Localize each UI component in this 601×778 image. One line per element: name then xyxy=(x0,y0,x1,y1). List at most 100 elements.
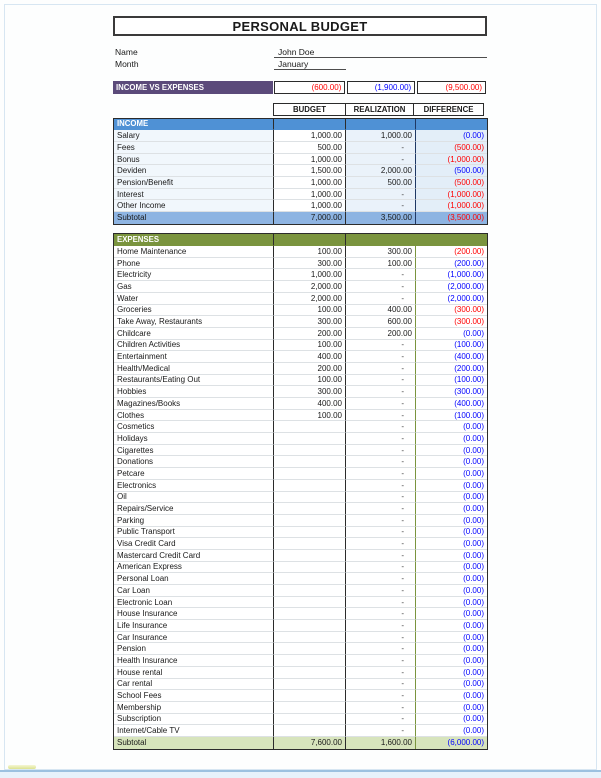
cell-realization[interactable]: - xyxy=(346,561,416,574)
cell-budget[interactable]: 1,000.00 xyxy=(274,269,346,282)
cell-realization[interactable]: - xyxy=(346,514,416,527)
cell-difference[interactable]: (0.00) xyxy=(416,130,487,142)
cell-budget[interactable] xyxy=(274,549,346,562)
cell-budget[interactable] xyxy=(274,526,346,539)
cell-realization[interactable]: - xyxy=(346,433,416,445)
cell-difference[interactable]: (0.00) xyxy=(416,421,487,434)
cell-realization[interactable]: - xyxy=(346,362,416,375)
cell-budget[interactable]: 2,000.00 xyxy=(274,281,346,293)
cell-difference[interactable]: (0.00) xyxy=(416,573,487,586)
subtotal-realization[interactable]: 3,500.00 xyxy=(346,212,416,224)
cell-budget[interactable]: 1,000.00 xyxy=(274,153,346,166)
cell-difference[interactable]: (0.00) xyxy=(416,597,487,609)
cell-realization[interactable]: - xyxy=(346,386,416,399)
summary-budget-cell[interactable]: (600.00) xyxy=(273,81,346,94)
cell-difference[interactable]: (0.00) xyxy=(416,527,487,539)
cell-realization[interactable]: - xyxy=(346,526,416,539)
cell-difference[interactable]: (0.00) xyxy=(416,445,487,457)
cell-difference[interactable]: (1,000.00) xyxy=(416,200,487,213)
cell-realization[interactable]: - xyxy=(346,292,416,305)
cell-difference[interactable]: (500.00) xyxy=(416,177,487,189)
cell-budget[interactable] xyxy=(274,690,346,702)
cell-budget[interactable]: 1,000.00 xyxy=(274,177,346,189)
subtotal-difference[interactable]: (3,500.00) xyxy=(416,212,487,224)
cell-difference[interactable]: (0.00) xyxy=(416,468,487,480)
cell-realization[interactable]: - xyxy=(346,456,416,469)
cell-realization[interactable]: 300.00 xyxy=(346,246,416,258)
cell-realization[interactable]: 500.00 xyxy=(346,177,416,189)
cell-realization[interactable]: - xyxy=(346,678,416,691)
cell-budget[interactable] xyxy=(274,444,346,457)
cell-realization[interactable]: - xyxy=(346,339,416,352)
cell-realization[interactable]: - xyxy=(346,585,416,597)
cell-difference[interactable]: (2,000.00) xyxy=(416,281,487,293)
summary-difference-cell[interactable]: (9,500.00) xyxy=(417,81,486,94)
cell-budget[interactable]: 300.00 xyxy=(274,257,346,270)
cell-difference[interactable]: (0.00) xyxy=(416,503,487,515)
cell-budget[interactable]: 100.00 xyxy=(274,246,346,258)
cell-difference[interactable]: (100.00) xyxy=(416,410,487,422)
cell-difference[interactable]: (0.00) xyxy=(416,655,487,667)
cell-budget[interactable]: 1,000.00 xyxy=(274,130,346,142)
cell-budget[interactable] xyxy=(274,596,346,609)
cell-budget[interactable]: 2,000.00 xyxy=(274,292,346,305)
cell-difference[interactable]: (100.00) xyxy=(416,375,487,387)
cell-difference[interactable]: (100.00) xyxy=(416,340,487,352)
cell-budget[interactable] xyxy=(274,585,346,597)
cell-realization[interactable]: - xyxy=(346,141,416,154)
cell-difference[interactable]: (0.00) xyxy=(416,620,487,632)
cell-difference[interactable]: (400.00) xyxy=(416,351,487,363)
cell-difference[interactable]: (0.00) xyxy=(416,679,487,691)
cell-difference[interactable]: (0.00) xyxy=(416,608,487,621)
cell-budget[interactable] xyxy=(274,456,346,469)
cell-budget[interactable] xyxy=(274,608,346,621)
cell-difference[interactable]: (0.00) xyxy=(416,433,487,445)
cell-difference[interactable]: (0.00) xyxy=(416,328,487,340)
cell-budget[interactable]: 100.00 xyxy=(274,304,346,317)
cell-budget[interactable]: 200.00 xyxy=(274,362,346,375)
cell-difference[interactable]: (0.00) xyxy=(416,714,487,726)
cell-realization[interactable]: - xyxy=(346,620,416,632)
cell-difference[interactable]: (0.00) xyxy=(416,480,487,492)
cell-realization[interactable]: - xyxy=(346,573,416,586)
cell-realization[interactable]: 1,000.00 xyxy=(346,130,416,142)
cell-realization[interactable]: - xyxy=(346,200,416,213)
cell-realization[interactable]: 200.00 xyxy=(346,327,416,340)
cell-budget[interactable] xyxy=(274,678,346,691)
cell-realization[interactable]: - xyxy=(346,725,416,737)
cell-budget[interactable] xyxy=(274,643,346,656)
cell-difference[interactable]: (1,000.00) xyxy=(416,269,487,282)
cell-realization[interactable]: - xyxy=(346,690,416,702)
cell-budget[interactable] xyxy=(274,538,346,550)
cell-realization[interactable]: - xyxy=(346,491,416,504)
cell-difference[interactable]: (0.00) xyxy=(416,562,487,574)
cell-budget[interactable] xyxy=(274,491,346,504)
cell-budget[interactable] xyxy=(274,433,346,445)
cell-budget[interactable]: 300.00 xyxy=(274,316,346,328)
cell-budget[interactable] xyxy=(274,620,346,632)
cell-realization[interactable]: - xyxy=(346,608,416,621)
cell-realization[interactable]: - xyxy=(346,188,416,201)
cell-budget[interactable]: 1,500.00 xyxy=(274,165,346,178)
subtotal-difference[interactable]: (6,000.00) xyxy=(416,736,487,749)
cell-difference[interactable]: (2,000.00) xyxy=(416,293,487,305)
cell-budget[interactable] xyxy=(274,468,346,480)
cell-difference[interactable]: (300.00) xyxy=(416,305,487,317)
cell-budget[interactable]: 100.00 xyxy=(274,374,346,387)
cell-difference[interactable]: (0.00) xyxy=(416,550,487,562)
cell-budget[interactable]: 500.00 xyxy=(274,141,346,154)
cell-realization[interactable]: - xyxy=(346,538,416,550)
cell-realization[interactable]: 100.00 xyxy=(346,257,416,270)
cell-budget[interactable]: 400.00 xyxy=(274,351,346,363)
name-field[interactable]: John Doe xyxy=(274,47,487,58)
cell-budget[interactable] xyxy=(274,573,346,586)
cell-realization[interactable]: 600.00 xyxy=(346,316,416,328)
cell-realization[interactable]: - xyxy=(346,374,416,387)
cell-difference[interactable]: (400.00) xyxy=(416,398,487,410)
cell-difference[interactable]: (200.00) xyxy=(416,258,487,270)
subtotal-budget[interactable]: 7,000.00 xyxy=(274,212,346,224)
cell-budget[interactable] xyxy=(274,421,346,434)
cell-budget[interactable] xyxy=(274,503,346,515)
cell-realization[interactable]: - xyxy=(346,655,416,667)
cell-realization[interactable]: - xyxy=(346,281,416,293)
